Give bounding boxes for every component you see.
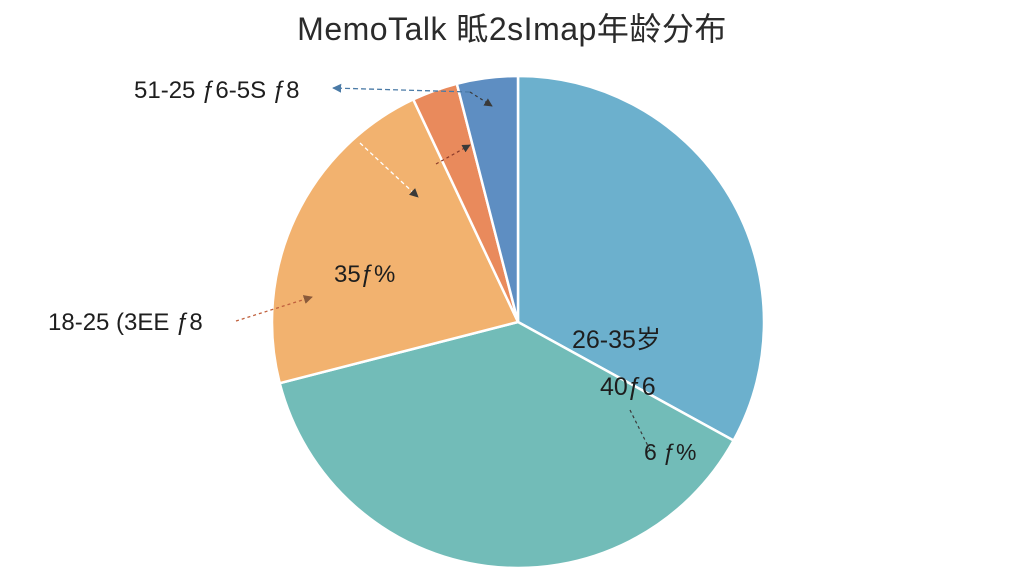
slice-35 xyxy=(270,97,520,385)
leader-line-51-25-inner xyxy=(469,91,493,107)
leader-line-small xyxy=(629,409,651,451)
label-small: 6 ƒ% xyxy=(644,439,696,465)
leader-line-red-slice xyxy=(435,144,471,165)
leader-line-51-25 xyxy=(332,83,471,93)
slice-40 xyxy=(278,320,736,570)
label-40: 40ƒ6 xyxy=(600,373,656,401)
slice-26-35 xyxy=(516,74,766,443)
pie-slices xyxy=(270,74,766,570)
slice-51-25 xyxy=(455,74,520,323)
label-26-35: 26-35岁 xyxy=(572,326,661,354)
leader-line-orange-inner xyxy=(359,142,419,198)
leader-lines xyxy=(235,83,651,451)
chart-title: MemoTalk 眡2sImap年龄分布 xyxy=(297,11,727,47)
label-35: 35ƒ% xyxy=(334,261,395,288)
leader-line-18-25 xyxy=(235,295,313,322)
label-18-25: 18-25 (3EE ƒ8 xyxy=(48,309,203,336)
label-51-25: 51-25 ƒ6-5S ƒ8 xyxy=(134,77,299,104)
